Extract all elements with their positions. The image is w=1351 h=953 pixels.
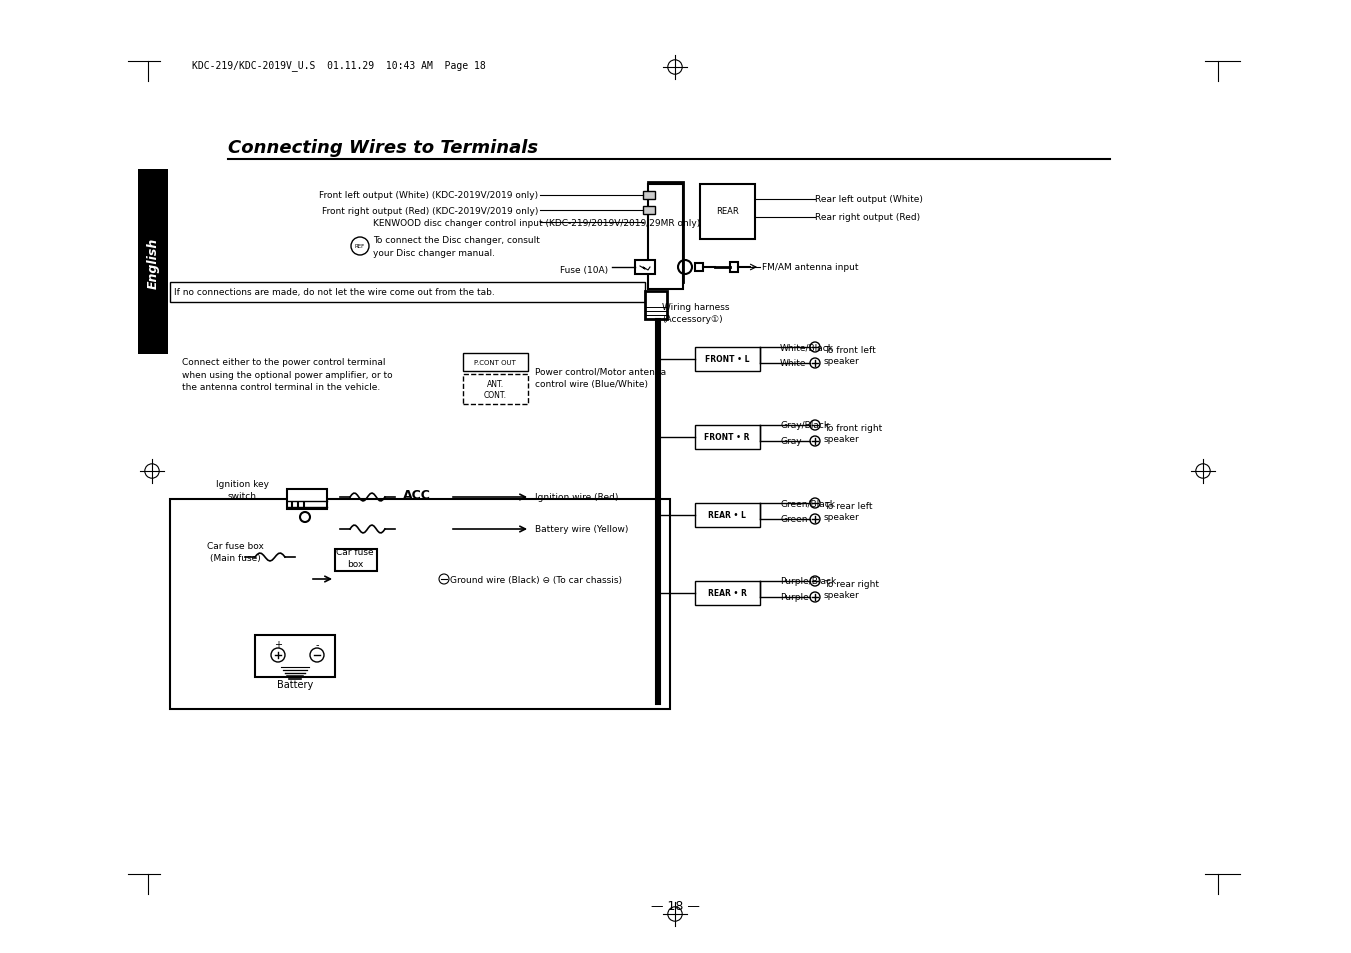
Bar xyxy=(700,185,755,240)
Text: Purple: Purple xyxy=(780,593,809,602)
Text: Rear right output (Red): Rear right output (Red) xyxy=(815,213,920,222)
Bar xyxy=(643,192,655,200)
Text: Gray/Black: Gray/Black xyxy=(780,421,830,430)
Text: Rear left output (White): Rear left output (White) xyxy=(815,195,923,204)
Text: Ignition wire (Red): Ignition wire (Red) xyxy=(535,493,619,502)
Bar xyxy=(648,183,684,283)
Bar xyxy=(335,550,377,572)
Text: REAR • R: REAR • R xyxy=(708,589,747,598)
Text: Car fuse
box: Car fuse box xyxy=(336,547,374,568)
Text: Wiring harness
(Accessory①): Wiring harness (Accessory①) xyxy=(662,303,730,323)
Text: FRONT • L: FRONT • L xyxy=(705,355,750,364)
Text: Green: Green xyxy=(780,515,808,524)
Bar xyxy=(694,426,761,450)
Text: ANT.
CONT.: ANT. CONT. xyxy=(484,379,507,400)
Text: Connecting Wires to Terminals: Connecting Wires to Terminals xyxy=(228,139,538,157)
Bar xyxy=(463,375,528,405)
Text: Gray: Gray xyxy=(780,437,801,446)
Text: FM/AM antenna input: FM/AM antenna input xyxy=(762,263,858,273)
Text: Ground wire (Black) ⊖ (To car chassis): Ground wire (Black) ⊖ (To car chassis) xyxy=(450,575,621,584)
Text: REAR: REAR xyxy=(716,208,739,216)
Text: — 18 —: — 18 — xyxy=(651,900,700,913)
Text: White/Black: White/Black xyxy=(780,343,834,352)
Text: If no connections are made, do not let the wire come out from the tab.: If no connections are made, do not let t… xyxy=(174,288,494,297)
Text: Purple/Black: Purple/Black xyxy=(780,577,836,586)
Bar xyxy=(170,283,644,303)
Text: To front left
speaker: To front left speaker xyxy=(824,346,875,366)
Bar xyxy=(463,354,528,372)
Text: FRONT • R: FRONT • R xyxy=(704,433,750,442)
Bar xyxy=(255,636,335,678)
Bar xyxy=(694,264,703,272)
Text: To connect the Disc changer, consult
your Disc changer manual.: To connect the Disc changer, consult you… xyxy=(373,236,540,257)
Text: Connect either to the power control terminal
when using the optional power ampli: Connect either to the power control term… xyxy=(182,357,393,392)
Text: Ignition key
switch: Ignition key switch xyxy=(216,479,269,501)
Text: +: + xyxy=(274,639,282,649)
Bar xyxy=(644,292,667,319)
Text: REAR • L: REAR • L xyxy=(708,511,746,520)
Bar xyxy=(694,348,761,372)
Bar xyxy=(643,207,655,214)
Text: Car fuse box
(Main fuse): Car fuse box (Main fuse) xyxy=(207,541,263,562)
Text: To front right
speaker: To front right speaker xyxy=(824,423,882,443)
Text: To rear right
speaker: To rear right speaker xyxy=(824,579,880,599)
Text: KDC-219/KDC-2019V_U.S  01.11.29  10:43 AM  Page 18: KDC-219/KDC-2019V_U.S 01.11.29 10:43 AM … xyxy=(192,60,486,71)
Bar xyxy=(170,499,670,709)
Text: Power control/Motor antenna
control wire (Blue/White): Power control/Motor antenna control wire… xyxy=(535,367,666,388)
Bar xyxy=(138,170,168,355)
Bar xyxy=(648,185,684,290)
Text: White: White xyxy=(780,359,807,368)
Text: Battery: Battery xyxy=(277,679,313,689)
Bar xyxy=(286,490,327,510)
Text: -: - xyxy=(315,639,319,649)
Bar xyxy=(694,581,761,605)
Text: ACC: ACC xyxy=(403,489,431,502)
Text: Fuse (10A): Fuse (10A) xyxy=(559,265,608,274)
Bar xyxy=(694,503,761,527)
Text: To rear left
speaker: To rear left speaker xyxy=(824,501,873,521)
Text: KENWOOD disc changer control input (KDC-219/2019V/2019/29MR only): KENWOOD disc changer control input (KDC-… xyxy=(373,218,700,227)
Bar xyxy=(730,263,738,273)
Text: Front left output (White) (KDC-2019V/2019 only): Front left output (White) (KDC-2019V/201… xyxy=(319,192,538,200)
Text: Front right output (Red) (KDC-2019V/2019 only): Front right output (Red) (KDC-2019V/2019… xyxy=(322,206,538,215)
Text: Battery wire (Yellow): Battery wire (Yellow) xyxy=(535,525,628,534)
Text: English: English xyxy=(146,237,159,289)
Text: REF: REF xyxy=(355,244,365,250)
Text: P.CONT OUT: P.CONT OUT xyxy=(474,359,516,366)
Text: Green/Black: Green/Black xyxy=(780,499,835,508)
Bar xyxy=(635,261,655,274)
